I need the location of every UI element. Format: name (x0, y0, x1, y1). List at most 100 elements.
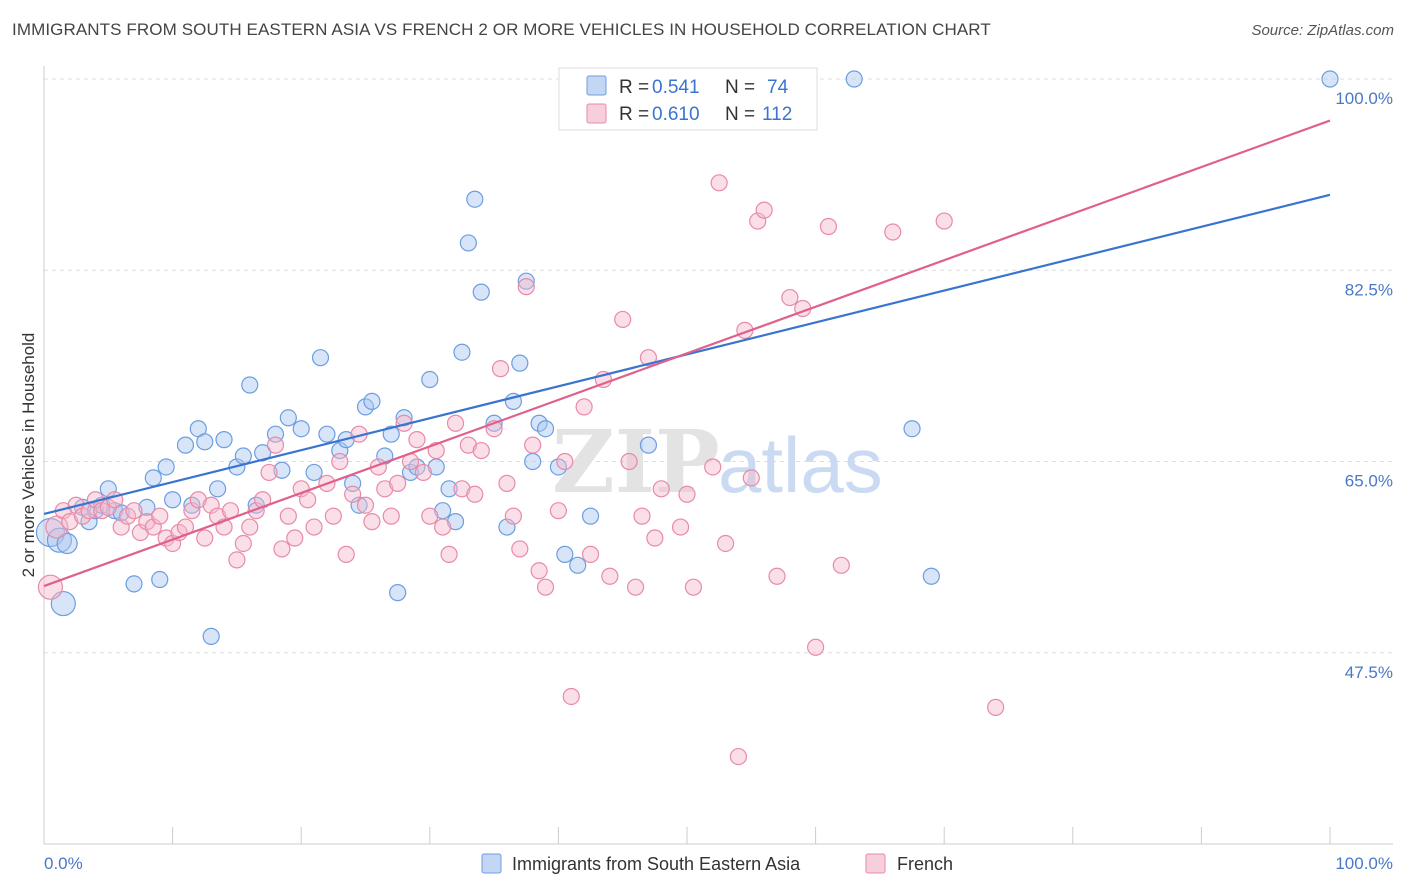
asia-point-14 (151, 570, 169, 589)
french-point-17 (151, 507, 169, 525)
asia-point-39 (350, 496, 368, 514)
french-point-51 (376, 480, 394, 498)
french-point-36 (273, 540, 291, 558)
french-point-48 (356, 496, 375, 514)
french-point-102 (781, 288, 799, 307)
asia-point-62 (524, 452, 542, 471)
french-point-105 (819, 217, 838, 236)
french-point-85 (626, 578, 645, 596)
y-tick-label-3: 47.5% (1345, 663, 1393, 682)
series-legend-swatch-french (865, 853, 886, 874)
asia-point-26 (241, 376, 259, 394)
asia-point-70 (845, 70, 863, 88)
french-point-66 (472, 441, 490, 460)
french-point-58 (421, 507, 439, 525)
asia-point-8 (99, 480, 117, 498)
asia-point-3 (56, 532, 78, 555)
french-point-11 (112, 518, 130, 536)
french-point-23 (189, 491, 207, 509)
asia-point-16 (164, 491, 182, 509)
series-legend: Immigrants from South Eastern Asia Frenc… (481, 853, 953, 874)
legend-r-label-pink: R = (619, 104, 649, 125)
french-point-86 (633, 507, 651, 525)
asia-point-52 (446, 513, 465, 531)
stats-legend: R = 0.541 N = 74 R = 0.610 N = 112 (558, 67, 818, 131)
french-point-93 (704, 458, 722, 476)
french-point-90 (671, 518, 690, 536)
french-point-16 (144, 518, 162, 536)
french-point-24 (196, 529, 214, 547)
french-point-56 (408, 431, 426, 449)
asia-point-15 (157, 458, 175, 476)
french-point-71 (511, 540, 529, 558)
asia-point-33 (305, 463, 323, 482)
french-point-107 (884, 223, 902, 241)
french-point-82 (601, 567, 619, 585)
asia-point-66 (556, 545, 574, 563)
asia-point-11 (125, 575, 143, 593)
french-point-108 (935, 212, 953, 230)
watermark: ZIP atlas (552, 412, 883, 513)
french-point-46 (344, 485, 362, 503)
asia-point-42 (376, 447, 394, 465)
series-legend-label-asia: Immigrants from South Eastern Asia (512, 854, 801, 874)
legend-swatch-blue (586, 75, 607, 96)
french-point-75 (536, 578, 555, 596)
french-point-43 (324, 507, 342, 525)
french-point-40 (299, 491, 317, 509)
series-legend-label-french: French (897, 854, 953, 874)
chart-title: IMMIGRANTS FROM SOUTH EASTERN ASIA VS FR… (12, 20, 991, 39)
french-point-89 (652, 480, 670, 498)
french-point-84 (620, 452, 638, 471)
french-point-100 (755, 201, 773, 219)
asia-point-23 (215, 431, 233, 449)
french-point-29 (228, 551, 246, 569)
asia-point-71 (903, 420, 921, 438)
source-credit: Source: ZipAtlas.com (1251, 22, 1394, 39)
y-tick-label-0: 100.0% (1335, 89, 1393, 108)
french-point-87 (639, 349, 658, 367)
french-point-35 (266, 436, 285, 454)
french-point-99 (749, 212, 767, 230)
trend-lines (43, 119, 1331, 588)
french-point-79 (575, 398, 593, 416)
french-point-98 (742, 469, 760, 487)
french-point-14 (131, 523, 150, 542)
grid (44, 78, 1393, 654)
french-point-38 (286, 529, 304, 547)
asia-point-21 (202, 627, 220, 645)
asia-point-22 (209, 480, 227, 498)
legend-r-value-pink: 0.610 (652, 104, 700, 125)
asia-point-54 (459, 234, 477, 252)
y-axis-label: 2 or more Vehicles in Household (19, 333, 38, 578)
asia-point-20 (196, 433, 214, 451)
legend-n-value-pink: 112 (762, 104, 792, 125)
asia-point-73 (1321, 70, 1339, 88)
asia-point-51 (440, 480, 458, 498)
asia-point-43 (382, 425, 400, 443)
french-point-37 (279, 507, 297, 525)
french-point-109 (987, 698, 1005, 716)
x-tick-label-min: 0.0% (44, 854, 83, 873)
french-point-101 (768, 567, 786, 585)
x-tick-label-max: 100.0% (1335, 854, 1393, 873)
asia-point-61 (517, 272, 535, 290)
french-point-13 (125, 502, 143, 520)
asia-point-64 (536, 420, 555, 438)
asia-point-35 (318, 425, 336, 443)
asia-point-13 (144, 469, 162, 487)
legend-n-value-blue: 74 (767, 77, 789, 98)
french-point-72 (517, 278, 535, 296)
french-point-77 (556, 452, 574, 471)
legend-n-label-pink: N = (725, 104, 755, 125)
asia-point-68 (581, 507, 600, 525)
french-point-45 (337, 545, 355, 563)
french-point-39 (292, 480, 310, 498)
french-point-68 (491, 360, 510, 378)
french-point-41 (305, 518, 323, 536)
asia-point-56 (472, 283, 490, 301)
asia-point-55 (466, 190, 484, 208)
french-point-0 (37, 574, 64, 600)
french-point-96 (729, 747, 748, 766)
